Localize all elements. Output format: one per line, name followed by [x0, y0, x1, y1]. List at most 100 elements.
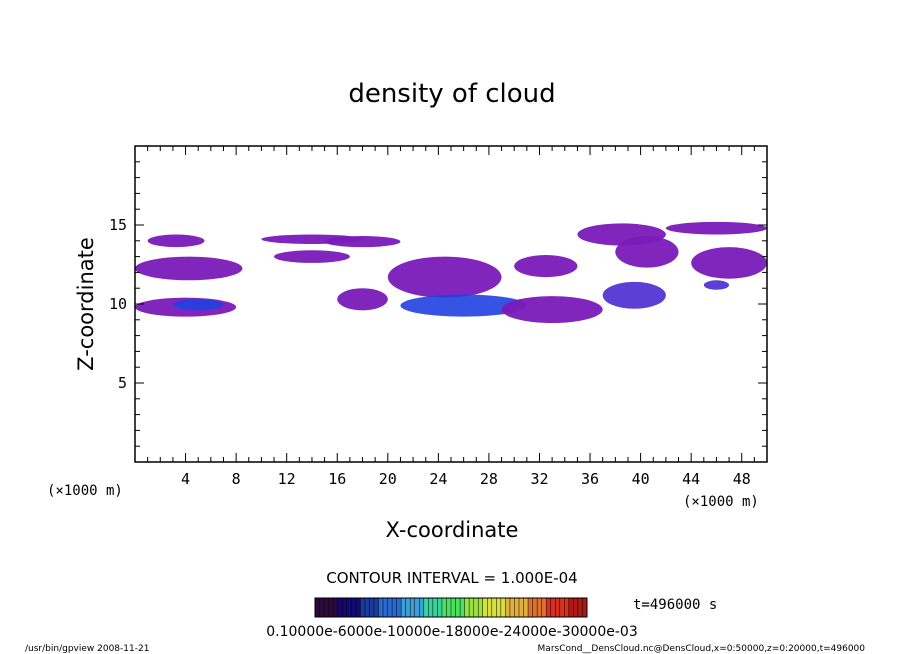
- y-tick-label: 15: [109, 216, 127, 234]
- x-tick-label: 12: [278, 470, 296, 488]
- colorbar-cell: [528, 598, 533, 617]
- footer-left: /usr/bin/gpview 2008-11-21: [25, 644, 149, 654]
- x-units-left: (×1000 m): [47, 483, 123, 499]
- cloud-region: [665, 221, 767, 235]
- colorbar-cell: [582, 598, 588, 617]
- colorbar-cell: [437, 598, 443, 617]
- colorbar-cell: [333, 598, 338, 617]
- colorbar-cell: [464, 598, 470, 617]
- colorbar-cell: [532, 598, 538, 617]
- x-tick-label: 40: [632, 470, 650, 488]
- contour-interval-label: CONTOUR INTERVAL = 1.000E-04: [326, 569, 577, 587]
- colorbar-cell: [342, 598, 348, 617]
- colorbar-cell: [451, 598, 456, 617]
- colorbar-cell: [419, 598, 425, 617]
- colorbar-label: 0.10000e-6000e-10000e-18000e-24000e-3000…: [266, 624, 637, 640]
- cloud-region: [703, 280, 730, 290]
- cloud-region: [324, 236, 401, 248]
- cloud-region: [337, 288, 388, 311]
- colorbar-cell: [396, 598, 402, 617]
- chart-title: density of cloud: [348, 79, 555, 109]
- colorbar-cell: [401, 598, 406, 617]
- colorbar-cell: [369, 598, 375, 617]
- colorbar-cell: [324, 598, 329, 617]
- colorbar-cell: [373, 598, 379, 617]
- colorbar-cell: [455, 598, 461, 617]
- x-tick-label: 36: [581, 470, 599, 488]
- colorbar-cell: [328, 598, 334, 617]
- x-tick-label: 44: [682, 470, 700, 488]
- colorbar-cell: [432, 598, 438, 617]
- colorbar-cell: [387, 598, 393, 617]
- colorbar-cell: [509, 598, 515, 617]
- colorbar-cell: [473, 598, 479, 617]
- colorbar-cell: [364, 598, 370, 617]
- y-axis-ticks: 5 10 15: [109, 161, 767, 447]
- colorbar-cell: [469, 598, 474, 617]
- time-label: t=496000 s: [633, 597, 717, 613]
- x-axis-label: X-coordinate: [386, 518, 519, 542]
- cloud-region: [691, 247, 767, 279]
- y-tick-label: 5: [118, 374, 127, 392]
- colorbar-cell: [546, 598, 552, 617]
- colorbar-cell: [460, 598, 465, 617]
- cloud-region: [615, 236, 679, 268]
- colorbar-cell: [496, 598, 502, 617]
- colorbar-cell: [405, 598, 411, 617]
- colorbar-cell: [355, 598, 361, 617]
- colorbar-cell: [487, 598, 493, 617]
- cloud-region: [400, 294, 527, 317]
- colorbar-cell: [428, 598, 434, 617]
- colorbar-cell: [568, 598, 574, 617]
- colorbar-cell: [491, 598, 497, 617]
- cloud-region: [274, 250, 350, 263]
- colorbar-cell: [478, 598, 484, 617]
- colorbar-cell: [550, 598, 556, 617]
- colorbar-cell: [414, 598, 420, 617]
- colorbar-cell: [337, 598, 343, 617]
- colorbar-cell: [523, 598, 529, 617]
- colorbar-cell: [505, 598, 511, 617]
- colorbar-cell: [360, 598, 366, 617]
- colorbar-cell: [319, 598, 325, 617]
- cloud-region: [135, 256, 243, 281]
- x-tick-label: 24: [429, 470, 447, 488]
- cloud-region: [387, 256, 502, 298]
- colorbar-cell: [482, 598, 488, 617]
- y-axis-label: Z-coordinate: [74, 237, 98, 371]
- colorbar-cell: [564, 598, 570, 617]
- colorbar-cell: [577, 598, 583, 617]
- colorbar-cell: [541, 598, 547, 617]
- colorbar-cell: [500, 598, 506, 617]
- colorbar-cell: [441, 598, 447, 617]
- x-tick-label: 16: [328, 470, 346, 488]
- colorbar-frame: [314, 597, 588, 618]
- colorbar-cell: [423, 598, 429, 617]
- colorbar-cell: [573, 598, 579, 617]
- cloud-region: [602, 281, 666, 309]
- y-tick-label: 10: [109, 295, 127, 313]
- footer-right: MarsCond__DensCloud.nc@DensCloud,x=0:500…: [538, 644, 866, 654]
- colorbar-cell: [351, 598, 357, 617]
- colorbar-cell: [378, 598, 384, 617]
- colorbar-cell: [410, 598, 416, 617]
- colorbar-cell: [383, 598, 388, 617]
- x-tick-label: 8: [232, 470, 241, 488]
- colorbar-cell: [555, 598, 561, 617]
- colorbar-cell: [537, 598, 542, 617]
- colorbar-cell: [514, 598, 520, 617]
- x-axis-ticks: 4 8 12 16 20 24 28 32 36 40 44 48: [147, 146, 755, 488]
- x-tick-label: 32: [530, 470, 548, 488]
- cloud-region: [501, 296, 603, 323]
- cloud-region: [147, 234, 205, 248]
- colorbar: [314, 598, 588, 617]
- x-tick-label: 48: [733, 470, 751, 488]
- colorbar-cell: [519, 598, 524, 617]
- colorbar-cell: [446, 598, 452, 617]
- cloud-region: [514, 255, 578, 278]
- cloud-field: [135, 221, 767, 323]
- colorbar-cell: [346, 598, 352, 617]
- colorbar-cell: [559, 598, 565, 617]
- cloud-region: [172, 299, 224, 311]
